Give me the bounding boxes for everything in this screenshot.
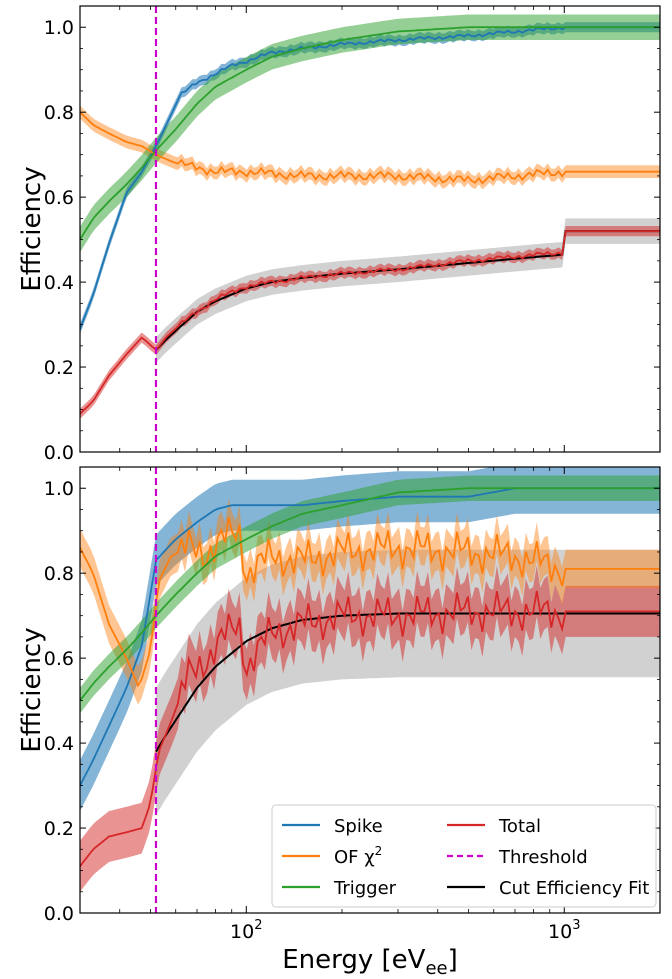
series-line-of: [80, 111, 660, 185]
plot-area: [80, 6, 660, 452]
legend-label: Total: [498, 816, 541, 837]
y-tick-label: 0.6: [44, 187, 74, 209]
y-tick-label: 0.4: [44, 272, 74, 294]
legend: Spike OF χ2 Trigger Total Threshold Cut Effic…: [271, 804, 657, 908]
x-tick-label: 103: [548, 918, 580, 943]
series-line-spike: [80, 26, 660, 330]
y-tick-label: 0.2: [44, 357, 74, 379]
band-spike: [80, 467, 660, 812]
band-total: [80, 226, 660, 419]
y-tick-label: 1.0: [44, 17, 74, 39]
y-tick-label: 1.0: [44, 478, 74, 500]
y-tick-label: 0.2: [44, 818, 74, 840]
y-axis-label: Efficiency: [17, 627, 47, 752]
plot-area: [80, 467, 660, 913]
band-trigger: [80, 475, 660, 714]
y-tick-label: 0.6: [44, 648, 74, 670]
y-tick-label: 0.4: [44, 733, 74, 755]
axes-frame: [79, 466, 661, 914]
x-tick-label: 102: [230, 918, 262, 943]
legend-box: [271, 804, 657, 908]
y-axis-label: Efficiency: [17, 166, 47, 291]
legend-label: OF χ2: [334, 844, 382, 868]
series-line-trigger: [80, 487, 660, 702]
y-tick-label: 0.0: [44, 903, 74, 925]
band-trigger: [80, 14, 660, 253]
band-total: [80, 565, 660, 892]
top-panel: 0.0 0.2 0.4 0.6 0.8 1.0 Efficiency: [17, 5, 661, 464]
legend-label: Cut Efficiency Fit: [499, 878, 649, 899]
series-line-total: [80, 590, 660, 867]
legend-label: Threshold: [498, 847, 588, 868]
legend-label: Trigger: [333, 878, 397, 899]
x-axis-label: Energy [eVee]: [282, 945, 458, 979]
series-line-total: [80, 230, 660, 415]
axes-frame: [79, 5, 661, 453]
y-tick-label: 0.8: [44, 563, 74, 585]
y-tick-label: 0.0: [44, 442, 74, 464]
y-tick-label: 0.8: [44, 102, 74, 124]
band-of: [80, 105, 660, 190]
legend-label: Spike: [334, 816, 383, 837]
series-line-of: [80, 517, 660, 688]
series-line-trigger: [80, 26, 660, 241]
bottom-panel: 0.0 0.2 0.4 0.6 0.8 1.0 102 103 Efficiency Spike O…: [17, 466, 661, 943]
series-line-cut-efficiency-fit: [155, 612, 660, 753]
